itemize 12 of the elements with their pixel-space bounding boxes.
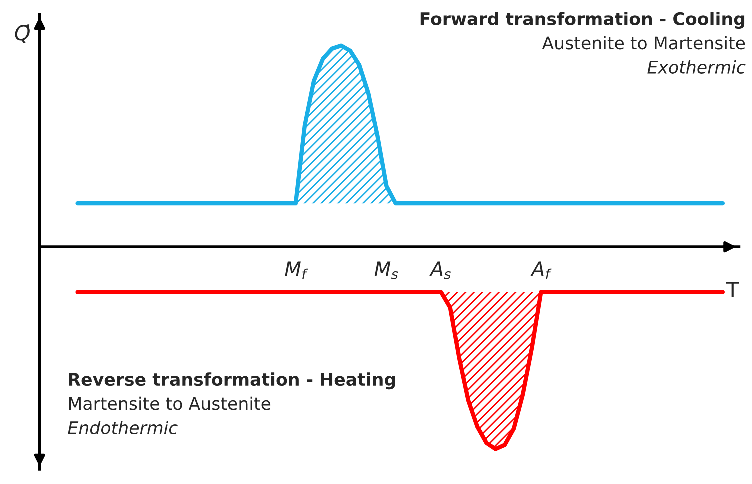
annotation: Exothermic <box>648 60 746 74</box>
annotation: Austenite to Martensite <box>542 36 746 50</box>
annotation: Endothermic <box>68 421 178 435</box>
annotation: Martensite to Austenite <box>69 396 271 410</box>
y-axis-title: Q̇ <box>15 24 30 44</box>
x-tick-label: M$_{f}$ <box>285 262 308 280</box>
x-tick-label: A$_{s}$ <box>430 262 451 280</box>
text: Forward transformation - Cooling <box>420 12 745 30</box>
x-tick-label: A$_{f}$ <box>530 262 552 280</box>
annotation: Reverse transformation - Heating <box>69 372 396 390</box>
x-tick-label: M$_{s}$ <box>374 262 398 280</box>
x-axis-title: T <box>726 282 740 298</box>
